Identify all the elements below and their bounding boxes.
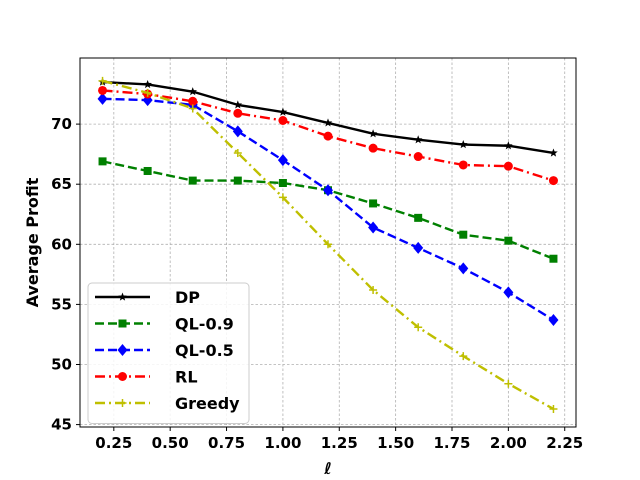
data-point-ql-0-5 — [323, 184, 333, 197]
series-greedy — [98, 76, 558, 413]
y-tick-label: 65 — [51, 175, 72, 193]
data-point-greedy — [414, 323, 423, 332]
legend-marker-ql-0-5 — [117, 344, 128, 356]
y-tick-label: 55 — [51, 295, 72, 313]
y-tick-label: 70 — [51, 115, 72, 133]
data-point-ql-0-9 — [549, 254, 558, 263]
legend-box — [87, 282, 250, 424]
series-dp — [98, 77, 558, 157]
legend-label-rl: RL — [175, 368, 198, 387]
data-point-rl — [98, 85, 108, 95]
plot-frame — [79, 57, 577, 428]
data-point-dp — [504, 141, 513, 150]
data-point-greedy — [278, 193, 287, 202]
legend-label-greedy: Greedy — [175, 394, 240, 413]
data-point-ql-0-5 — [97, 92, 108, 105]
data-point-ql-0-9 — [233, 176, 242, 185]
data-point-rl — [503, 161, 513, 171]
x-tick-label: 1.00 — [264, 434, 301, 452]
legend-marker-rl — [118, 372, 127, 381]
data-point-ql-0-9 — [188, 176, 197, 185]
series-rl — [98, 85, 558, 186]
ticks: 0.25 0.50 0.75 1.00 1.25 1.50 1.75 2.00 2.25 45 50… — [51, 115, 583, 452]
data-point-rl — [458, 160, 468, 170]
data-point-rl — [233, 108, 243, 118]
y-tick-label: 60 — [51, 235, 72, 253]
data-point-ql-0-9 — [459, 230, 468, 239]
data-point-rl — [323, 131, 333, 141]
legend-label-ql-0-5: QL-0.5 — [175, 341, 234, 360]
y-axis-label: Average Profit — [23, 177, 42, 307]
data-point-ql-0-9 — [278, 179, 287, 188]
x-tick-label: 2.25 — [546, 434, 583, 452]
y-tick-label: 45 — [51, 416, 72, 434]
data-point-ql-0-5 — [413, 241, 424, 254]
data-point-ql-0-9 — [414, 213, 423, 222]
legend-marker-ql-0-9 — [118, 319, 127, 328]
data-point-rl — [413, 152, 423, 162]
data-point-dp — [368, 129, 378, 138]
x-tick-label: 1.75 — [433, 434, 470, 452]
data-point-greedy — [143, 88, 152, 97]
data-point-ql-0-5 — [503, 286, 514, 299]
x-tick-label: 0.50 — [152, 434, 189, 452]
legend-marker-greedy — [118, 399, 127, 407]
data-point-ql-0-5 — [458, 262, 469, 275]
data-point-ql-0-9 — [369, 199, 378, 208]
legend-marker-dp — [118, 292, 127, 301]
data-point-ql-0-5 — [548, 314, 559, 327]
x-tick-label: 1.50 — [377, 434, 414, 452]
data-point-greedy — [324, 240, 332, 249]
data-point-dp — [323, 118, 333, 127]
series-line-rl — [102, 89, 554, 182]
data-point-rl — [188, 96, 198, 106]
data-point-ql-0-9 — [98, 157, 107, 166]
x-axis-label: ℓ — [323, 459, 332, 478]
legend-label-dp: DP — [175, 288, 200, 307]
data-point-rl — [278, 116, 288, 126]
x-tick-label: 2.00 — [490, 434, 527, 452]
data-point-dp — [413, 135, 423, 144]
data-point-ql-0-5 — [232, 125, 243, 138]
y-tick-label: 50 — [51, 355, 72, 373]
legend-label-ql-0-9: QL-0.9 — [175, 315, 234, 334]
data-point-dp — [549, 148, 558, 157]
data-point-dp — [143, 79, 152, 89]
data-point-greedy — [233, 148, 242, 157]
data-point-greedy — [188, 104, 197, 113]
data-point-greedy — [98, 76, 107, 85]
series-layer — [97, 76, 559, 413]
data-point-rl — [368, 143, 378, 153]
x-tick-label: 0.75 — [208, 434, 245, 452]
data-point-ql-0-9 — [504, 236, 513, 245]
data-point-dp — [188, 87, 198, 96]
data-point-ql-0-5 — [277, 154, 288, 167]
data-point-greedy — [369, 285, 378, 294]
x-tick-label: 0.25 — [95, 434, 132, 452]
x-tick-label: 1.25 — [321, 434, 358, 452]
data-point-dp — [278, 107, 288, 116]
data-point-dp — [233, 100, 243, 109]
data-point-greedy — [459, 352, 468, 361]
data-point-ql-0-5 — [368, 221, 379, 234]
data-point-greedy — [504, 379, 513, 388]
legend: DP QL-0.9 QL-0.5 RL Greedy — [87, 282, 250, 424]
data-point-dp — [458, 140, 468, 149]
data-point-rl — [548, 176, 558, 186]
data-point-ql-0-9 — [143, 166, 152, 175]
data-point-greedy — [549, 404, 558, 413]
